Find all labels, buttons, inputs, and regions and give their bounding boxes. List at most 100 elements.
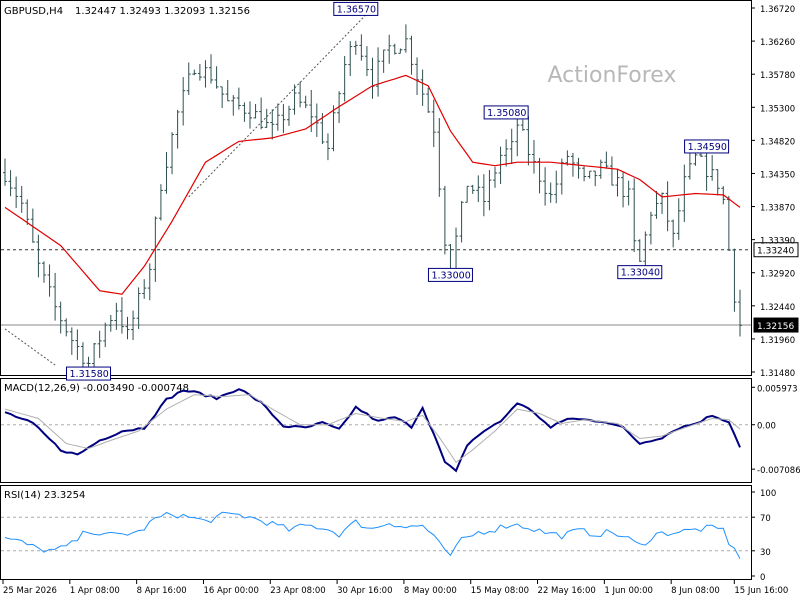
ohlc-bar bbox=[86, 356, 91, 367]
ohlc-bar bbox=[465, 185, 470, 203]
ohlc-bar bbox=[593, 170, 598, 187]
x-tick-label: 25 Mar 2026 bbox=[3, 586, 57, 596]
ohlc-bar bbox=[192, 69, 197, 76]
ohlc-bar bbox=[648, 211, 653, 245]
moving-average-line bbox=[4, 74, 741, 295]
ohlc-bar bbox=[19, 185, 24, 213]
ohlc-bar bbox=[543, 167, 548, 206]
price-ytick-label: 1.31480 bbox=[760, 369, 795, 379]
ohlc-bar bbox=[576, 157, 581, 179]
price-ytick-label: 1.31960 bbox=[760, 336, 795, 346]
ohlc-bar bbox=[225, 80, 230, 102]
price-annotation-5: 1.31580 bbox=[70, 369, 109, 380]
signal-line bbox=[4, 394, 741, 464]
ohlc-bar bbox=[298, 81, 303, 108]
ohlc-bar bbox=[582, 166, 587, 182]
ohlc-bar bbox=[504, 139, 509, 167]
ohlc-bar bbox=[41, 261, 46, 283]
price-ytick-label: 1.32920 bbox=[760, 270, 795, 280]
hline-label-box-1 bbox=[753, 317, 799, 333]
rsi-title: RSI(14) 23.3254 bbox=[4, 490, 85, 501]
ohlc-bar bbox=[170, 132, 175, 175]
ohlc-bar bbox=[259, 97, 264, 130]
ohlc-bar bbox=[476, 175, 481, 203]
macd-line bbox=[4, 388, 741, 473]
ohlc-bar bbox=[604, 151, 609, 169]
ohlc-bar bbox=[598, 159, 603, 179]
ohlc-bar bbox=[248, 101, 252, 129]
x-tick-label: 1 Apr 08:00 bbox=[70, 586, 120, 596]
ohlc-bar bbox=[387, 34, 392, 64]
ohlc-bar bbox=[420, 69, 425, 106]
ohlc-bar bbox=[693, 152, 698, 166]
price-annotation-4: 1.33040 bbox=[621, 268, 660, 279]
ohlc-bar bbox=[114, 302, 119, 330]
ohlc-bar bbox=[609, 156, 614, 186]
ohlc-bar bbox=[253, 103, 258, 119]
ohlc-bar bbox=[147, 263, 152, 301]
axes-layer: 1.33240 1.32156 1.36720 1.36260 1.35780 1.353… bbox=[2, 5, 800, 596]
price-ytick-label: 1.34350 bbox=[760, 170, 795, 180]
rsi-ytick-label: 100 bbox=[760, 489, 776, 499]
price-ytick-label: 1.35780 bbox=[760, 71, 795, 81]
ohlc-bar bbox=[437, 118, 442, 197]
ohlc-bar bbox=[331, 105, 336, 152]
ohlc-bar bbox=[3, 158, 7, 186]
ohlc-bar bbox=[281, 104, 286, 134]
ohlc-bar bbox=[30, 208, 35, 243]
rsi-ytick-label: 0 bbox=[760, 573, 765, 583]
ohlc-bar bbox=[487, 170, 492, 211]
rsi-line bbox=[4, 511, 741, 559]
ohlc-bar bbox=[220, 86, 225, 109]
macd-ytick-label: 0.005973 bbox=[757, 384, 798, 394]
price-annotation-0: 1.36570 bbox=[337, 4, 376, 15]
ohlc-bar bbox=[632, 178, 637, 252]
ohlc-bar bbox=[286, 105, 291, 126]
ohlc-bar bbox=[53, 272, 58, 321]
ohlc-bar bbox=[119, 297, 124, 334]
ohlc-bar bbox=[565, 150, 570, 166]
macd-title: MACD(12,26,9) -0.003490 -0.000748 bbox=[4, 383, 189, 394]
ohlc-bar bbox=[392, 43, 397, 55]
ohlc-bar bbox=[364, 46, 369, 77]
ohlc-bar bbox=[643, 231, 648, 271]
price-ytick-label: 1.32440 bbox=[760, 303, 795, 313]
ohlc-bar bbox=[671, 219, 676, 248]
ohlc-bar bbox=[108, 314, 113, 332]
ohlc-bar bbox=[537, 157, 542, 194]
ohlc-bar bbox=[381, 49, 386, 73]
price-ytick-label: 1.35300 bbox=[760, 104, 795, 114]
ohlc-bar bbox=[459, 201, 464, 243]
chart-header-symbol: GBPUSD,H4 bbox=[4, 6, 63, 17]
chart-header-ohlc: 1.32447 1.32493 1.32093 1.32156 bbox=[75, 6, 250, 17]
ohlc-bar bbox=[264, 108, 269, 128]
ohlc-bar bbox=[431, 99, 436, 148]
ohlc-bar bbox=[292, 84, 297, 115]
macd-panel-frame bbox=[0, 378, 752, 483]
ohlc-bar bbox=[186, 62, 191, 95]
x-tick-label: 15 Jun 16:00 bbox=[734, 586, 788, 596]
ohlc-bar bbox=[236, 87, 241, 110]
ohlc-bar bbox=[209, 54, 214, 84]
ohlc-bar bbox=[97, 330, 102, 358]
ohlc-bar bbox=[131, 310, 136, 341]
ohlc-bar bbox=[615, 168, 620, 197]
ohlc-bar bbox=[682, 164, 687, 222]
ohlc-bar bbox=[715, 169, 720, 196]
ohlc-bar bbox=[442, 185, 447, 255]
ohlc-bar bbox=[621, 172, 626, 208]
ohlc-bar bbox=[470, 184, 475, 194]
x-tick-label: 8 Apr 16:00 bbox=[137, 586, 187, 596]
price-annotation-1: 1.35080 bbox=[487, 108, 526, 119]
ohlc-bar bbox=[704, 152, 709, 191]
ohlc-bar bbox=[92, 342, 97, 370]
x-tick-label: 22 May 16:00 bbox=[538, 586, 596, 596]
ohlc-bar bbox=[181, 77, 186, 126]
macd-ytick-label: 0.00 bbox=[757, 422, 776, 432]
price-ytick-label: 1.33870 bbox=[760, 204, 795, 214]
ohlc-bar bbox=[8, 170, 13, 197]
x-tick-label: 15 May 08:00 bbox=[471, 586, 529, 596]
x-tick-label: 8 May 00:00 bbox=[404, 586, 457, 596]
ohlc-bar bbox=[376, 47, 381, 97]
price-annotation-2: 1.34590 bbox=[688, 142, 727, 153]
